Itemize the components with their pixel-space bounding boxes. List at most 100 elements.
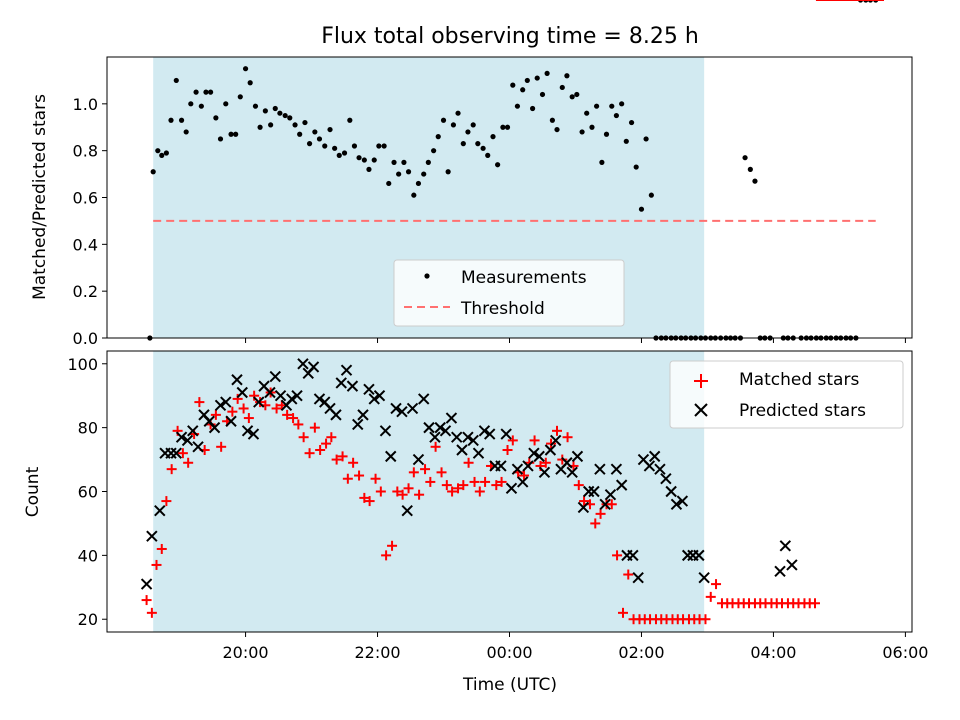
matched-star-point (573, 480, 584, 491)
measurement-point (347, 117, 353, 123)
measurement-point (544, 70, 550, 76)
matched-star-point (414, 489, 425, 500)
matched-star-point (249, 390, 260, 401)
measurement-point (450, 122, 457, 128)
predicted-star-point (500, 428, 512, 440)
measurement-point (559, 84, 565, 91)
measurement-point (272, 105, 278, 112)
matched-star-point (194, 397, 205, 408)
predicted-star-point (373, 389, 386, 402)
predicted-star-point (175, 431, 188, 443)
measurement-point (495, 162, 501, 168)
measurement-point (405, 169, 412, 175)
measurement-point (638, 206, 645, 212)
matched-star-point (392, 486, 403, 497)
measurement-point (237, 94, 243, 100)
measurement-point (613, 112, 619, 119)
measurement-point (302, 119, 308, 126)
measurement-point (425, 159, 431, 165)
y-tick-label: 0.0 (73, 329, 98, 348)
legend-predicted-label: Predicted stars (739, 401, 866, 421)
predicted-star-point (434, 421, 446, 434)
measurement-point (480, 145, 486, 151)
matched-star-point (552, 425, 563, 436)
measurement-point (623, 138, 629, 144)
measurement-point (366, 166, 372, 172)
matched-star-point (453, 483, 464, 494)
matched-star-point (496, 476, 507, 487)
measurement-point (539, 91, 546, 98)
predicted-star-point (192, 441, 204, 453)
matched-star-point (364, 496, 375, 507)
measurement-point (341, 150, 348, 156)
y-tick-label: 100 (67, 355, 98, 374)
measurement-point (564, 73, 570, 79)
predicted-star-point (401, 504, 413, 517)
measurement-point (381, 143, 387, 149)
predicted-star-point (340, 364, 353, 376)
matched-star-point (458, 480, 469, 491)
predicted-star-point (385, 450, 397, 463)
measurement-point (609, 103, 615, 109)
predicted-star-point (588, 485, 600, 498)
predicted-star-point (335, 377, 347, 389)
predicted-star-point (774, 565, 786, 578)
x-tick-label: 04:00 (750, 643, 796, 662)
matched-star-point (617, 607, 628, 618)
ratio-panel: 0.0 0.2 0.4 0.6 0.8 1.0 Matched/Predicted sta… (30, 0, 913, 348)
matched-star-point (595, 508, 606, 519)
measurement-point (619, 101, 625, 107)
matched-star-point (491, 480, 502, 491)
matched-star-point (342, 473, 353, 484)
measurement-point (579, 129, 585, 135)
matched-star-point (387, 540, 398, 551)
matched-star-point (474, 486, 485, 497)
measurement-point (603, 131, 610, 137)
matched-star-point (326, 432, 337, 443)
matched-star-point (309, 422, 320, 433)
x-tick-label: 22:00 (354, 643, 400, 662)
measurement-point (316, 136, 323, 142)
predicted-star-point (610, 463, 623, 475)
measurement-point (475, 141, 481, 147)
measurement-point (322, 143, 328, 149)
ratio-legend-box (393, 259, 625, 327)
chart-title: Flux total observing time = 8.25 h (321, 24, 699, 49)
predicted-star-point (462, 431, 474, 443)
predicted-star-point (146, 530, 158, 542)
measurement-point (217, 136, 224, 142)
predicted-star-point (396, 405, 408, 418)
predicted-star-point (676, 495, 689, 507)
measurement-point (391, 159, 397, 165)
legend-matched-label: Matched stars (739, 370, 859, 390)
matched-star-point (227, 406, 238, 417)
measurement-point (356, 155, 362, 161)
predicted-star-point (643, 460, 656, 472)
measurement-point (327, 126, 333, 133)
predicted-star-point (187, 425, 199, 437)
predicted-star-point (330, 409, 342, 421)
matched-star-point (321, 438, 332, 449)
measurement-point (529, 105, 536, 112)
matched-star-point (216, 441, 227, 452)
predicted-star-point (286, 393, 298, 405)
predicted-star-point (698, 572, 710, 584)
matched-star-point (177, 448, 188, 459)
matched-star-point (271, 403, 282, 414)
ratio-legend: Measurements Threshold (393, 259, 625, 327)
ratio-y-ticks: 0.0 0.2 0.4 0.6 0.8 1.0 (73, 95, 107, 348)
measurement-point (193, 89, 199, 95)
legend-measurements-marker (424, 273, 430, 279)
matched-star-point (288, 413, 299, 424)
predicted-star-point (505, 482, 518, 495)
predicted-star-point (599, 498, 611, 510)
measurement-point (262, 108, 268, 114)
measurement-point (520, 87, 526, 93)
predicted-star-point (253, 396, 265, 408)
x-tick-label: 00:00 (486, 643, 532, 662)
matched-star-point (238, 403, 249, 414)
predicted-star-point (225, 415, 237, 427)
predicted-star-point (632, 572, 644, 584)
measurement-point (168, 117, 174, 123)
predicted-star-point (236, 386, 248, 399)
